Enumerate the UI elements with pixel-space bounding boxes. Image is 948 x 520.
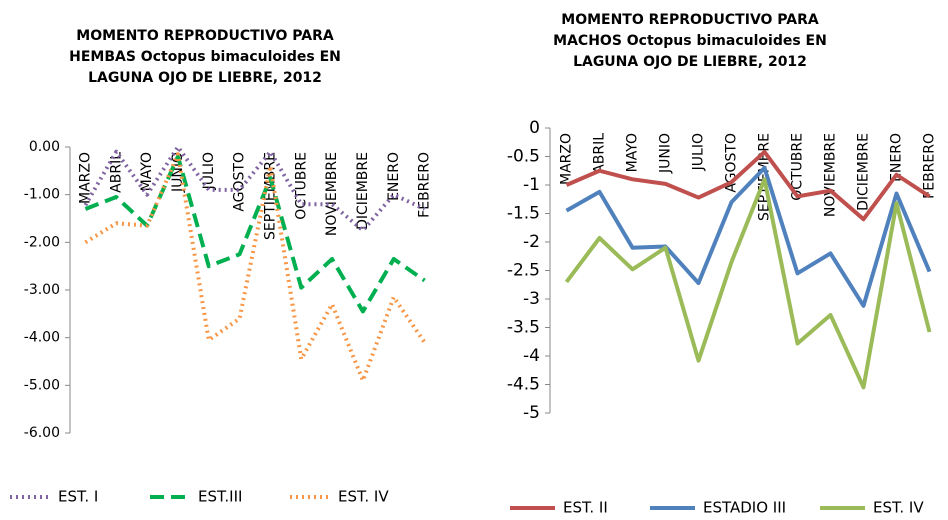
legend-label: EST.III (198, 488, 242, 506)
legend-label: EST. II (563, 499, 608, 517)
legend-label: EST. IV (873, 499, 924, 517)
x-tick-label: ENERO (889, 133, 905, 182)
x-tick-label: OCTUBRE (293, 152, 309, 220)
x-tick-label: JULIO (691, 133, 707, 171)
x-tick-label: NOVIEMBRE (823, 133, 839, 217)
y-tick-label: -1.00 (24, 187, 60, 203)
y-tick-label: -6.00 (24, 425, 60, 441)
series-line (565, 149, 931, 222)
series-line (564, 177, 932, 390)
x-tick-label: DICIEMBRE (856, 133, 872, 211)
x-tick-label: MAYO (625, 133, 641, 172)
y-tick-label: -2.00 (24, 234, 60, 250)
chart-title: MACHOS Octopus bimaculoides EN (553, 33, 827, 49)
y-tick-label: -4.5 (507, 375, 540, 395)
x-tick-label: OCTUBRE (790, 133, 806, 201)
chart-title: HEMBAS Octopus bimaculoides EN (69, 49, 341, 65)
legend-label: ESTADIO III (703, 499, 786, 517)
y-tick-label: -4 (523, 346, 540, 366)
series-line (565, 165, 932, 308)
x-tick-label: JUNIO (658, 133, 674, 174)
x-tick-label: FEBRERO (922, 133, 938, 199)
y-tick-label: 0.00 (29, 139, 60, 155)
y-tick-label: -5.00 (24, 377, 60, 393)
x-tick-label: ENERO (386, 152, 402, 201)
x-tick-label: MARZO (77, 152, 93, 204)
y-tick-label: -4.00 (24, 330, 60, 346)
x-tick-label: JULIO (201, 152, 217, 190)
y-tick-label: -3.5 (507, 318, 540, 338)
chart-title: MOMENTO REPRODUCTIVO PARA (76, 28, 334, 44)
x-tick-label: MARZO (559, 133, 575, 185)
y-tick-label: -2 (523, 232, 540, 252)
x-tick-label: SEPTIEMBRE (262, 152, 278, 240)
x-tick-label: ABRIL (108, 152, 124, 193)
y-tick-label: -3 (523, 289, 540, 309)
x-tick-label: FEBRERO (417, 152, 433, 218)
x-tick-label: ABRIL (592, 133, 608, 174)
x-tick-label: DICIEMBRE (355, 152, 371, 230)
chart-title: LAGUNA OJO DE LIEBRE, 2012 (88, 70, 322, 86)
legend-label: EST. IV (338, 488, 389, 506)
x-tick-label: AGOSTO (232, 152, 248, 212)
y-tick-label: 0 (529, 118, 540, 138)
chart-title: LAGUNA OJO DE LIEBRE, 2012 (573, 54, 807, 70)
y-tick-label: -1.5 (507, 204, 540, 224)
x-tick-label: JUNIO (170, 152, 186, 193)
x-tick-label: MAYO (139, 152, 155, 191)
series-line (84, 152, 427, 383)
x-tick-label: NOVIEMBRE (324, 152, 340, 236)
legend-label: EST. I (58, 488, 98, 506)
y-tick-label: -5 (523, 403, 540, 423)
y-tick-label: -1 (523, 175, 540, 195)
y-tick-label: -3.00 (24, 282, 60, 298)
y-tick-label: -2.5 (507, 261, 540, 281)
series-line (84, 154, 426, 314)
chart-title: MOMENTO REPRODUCTIVO PARA (561, 12, 819, 28)
y-tick-label: -0.5 (507, 147, 540, 167)
